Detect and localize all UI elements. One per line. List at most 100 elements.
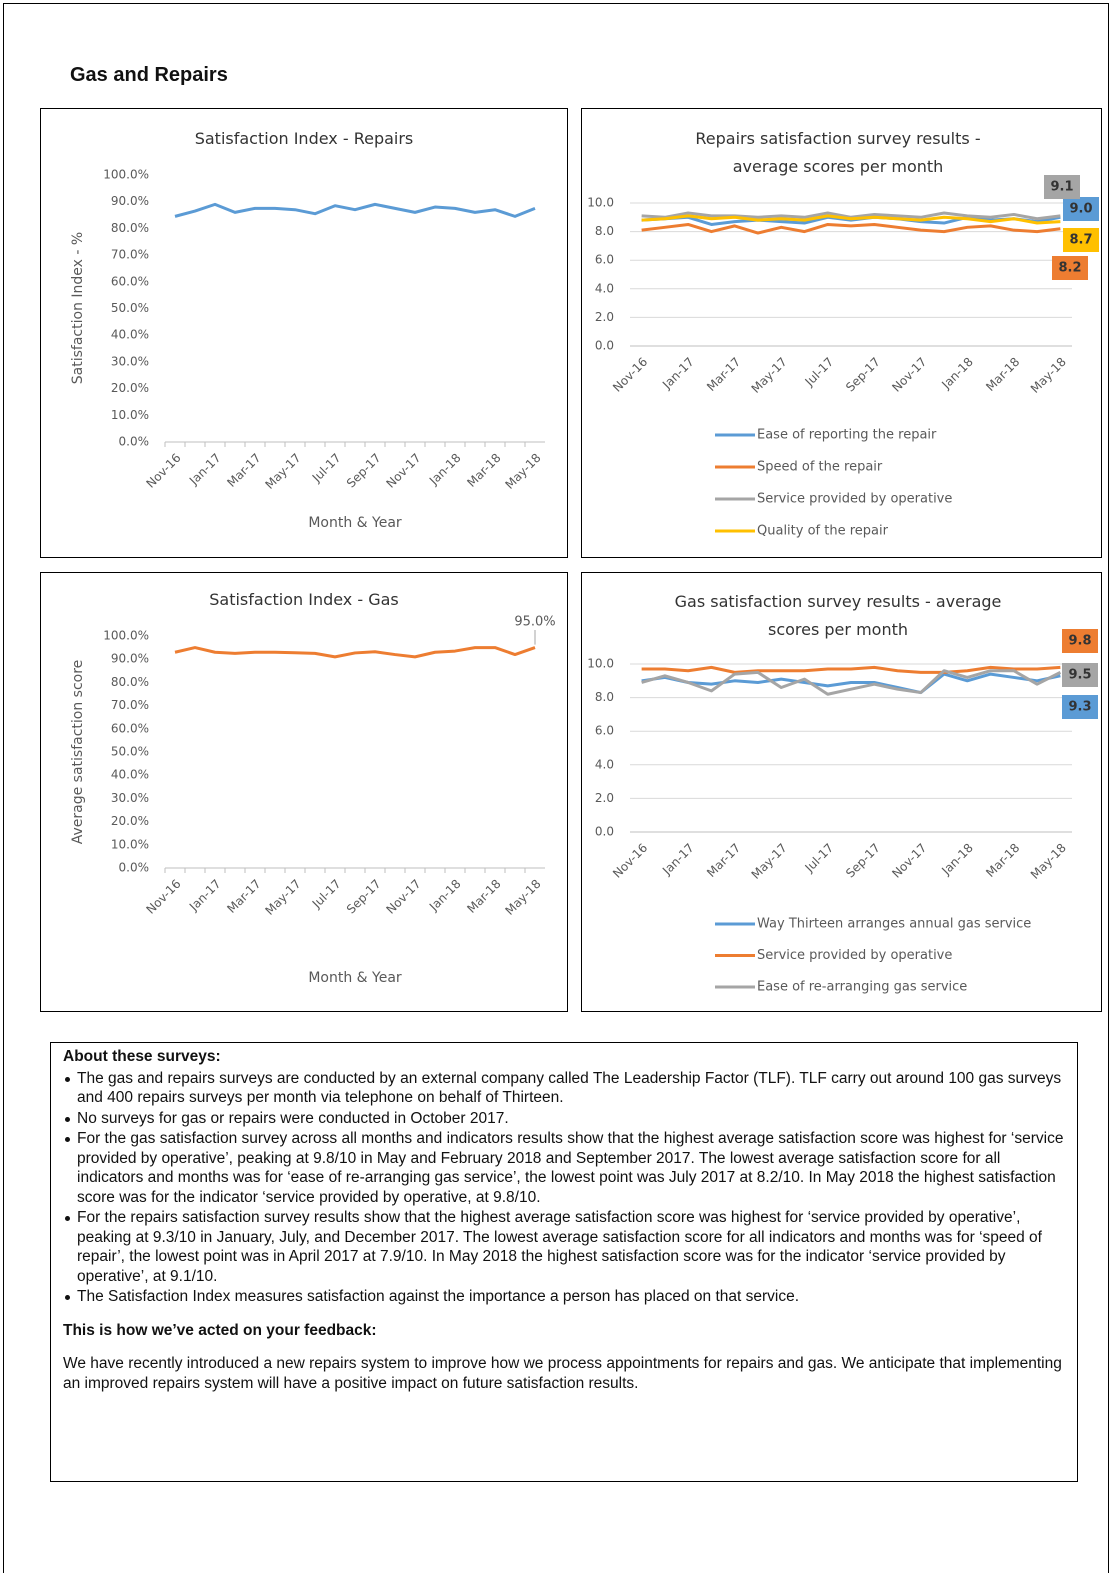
notes-box: About these surveys: The gas and repairs… bbox=[50, 1042, 1078, 1482]
x-axis-title: Month & Year bbox=[308, 970, 402, 986]
x-tick-label: Nov-17 bbox=[889, 841, 929, 881]
y-tick-label: 8.0 bbox=[595, 224, 614, 238]
y-tick-label: 10.0 bbox=[587, 196, 614, 210]
y-tick-label: 70.0% bbox=[111, 698, 149, 712]
note-text: For the gas satisfaction survey across a… bbox=[77, 1130, 1064, 1206]
note-text: The Satisfaction Index measures satisfac… bbox=[77, 1288, 800, 1305]
series-line bbox=[641, 214, 1061, 225]
x-tick-label: Mar-18 bbox=[464, 451, 503, 490]
chart-title: Gas satisfaction survey results - averag… bbox=[674, 592, 1002, 639]
series-line bbox=[641, 665, 1061, 674]
chart-title: Satisfaction Index - Repairs bbox=[194, 129, 414, 148]
y-axis-title: Satisfaction Index - % bbox=[70, 232, 86, 384]
note-item: The gas and repairs surveys are conducte… bbox=[63, 1069, 1065, 1108]
chart-frame bbox=[40, 572, 568, 1012]
x-tick-label: Jan-17 bbox=[186, 451, 224, 489]
y-tick-label: 80.0% bbox=[111, 675, 149, 689]
data-label-box bbox=[1044, 175, 1080, 199]
series-line bbox=[641, 222, 1061, 235]
data-label: 95.0% bbox=[514, 615, 555, 630]
x-tick-label: Jul-17 bbox=[309, 877, 344, 912]
x-tick-label: May-17 bbox=[262, 877, 303, 918]
x-tick-label: Jan-18 bbox=[426, 877, 464, 915]
y-tick-label: 6.0 bbox=[595, 724, 614, 738]
y-tick-label: 0.0 bbox=[595, 825, 614, 839]
x-tick-label: Nov-17 bbox=[889, 355, 929, 395]
chart-frame bbox=[581, 108, 1102, 558]
bullet bbox=[65, 1295, 70, 1300]
legend-label: Ease of reporting the repair bbox=[757, 428, 937, 443]
y-tick-label: 40.0% bbox=[111, 768, 149, 782]
x-tick-label: May-18 bbox=[1028, 355, 1069, 396]
chart-title: Satisfaction Index - Gas bbox=[209, 590, 399, 609]
x-tick-label: May-17 bbox=[749, 355, 790, 396]
data-label-box bbox=[1062, 663, 1098, 687]
data-label: 8.2 bbox=[1058, 261, 1081, 276]
series-line bbox=[174, 646, 536, 659]
y-tick-label: 10.0% bbox=[111, 837, 149, 851]
data-label: 9.0 bbox=[1069, 202, 1092, 217]
x-tick-label: May-18 bbox=[502, 451, 543, 492]
x-tick-label: Mar-18 bbox=[983, 841, 1022, 880]
action-text: We have recently introduced a new repair… bbox=[63, 1355, 1062, 1392]
y-tick-label: 70.0% bbox=[111, 248, 149, 262]
note-item: The Satisfaction Index measures satisfac… bbox=[63, 1287, 1065, 1307]
note-item: No surveys for gas or repairs were condu… bbox=[63, 1109, 1065, 1129]
x-tick-label: May-18 bbox=[1028, 841, 1069, 882]
chart-frame bbox=[581, 572, 1102, 1012]
x-tick-label: Jan-17 bbox=[659, 355, 697, 393]
page-title: Gas and Repairs bbox=[70, 64, 228, 86]
legend-label: Service provided by operative bbox=[757, 492, 952, 507]
notes-heading: About these surveys: bbox=[63, 1048, 221, 1065]
y-tick-label: 0.0% bbox=[119, 435, 150, 449]
bullet bbox=[65, 1116, 70, 1122]
x-tick-label: Jul-17 bbox=[309, 451, 344, 486]
x-tick-label: Mar-17 bbox=[704, 841, 743, 880]
x-tick-label: Jul-17 bbox=[802, 841, 837, 876]
y-tick-label: 2.0 bbox=[595, 791, 614, 805]
note-item: For the repairs satisfaction survey resu… bbox=[63, 1208, 1065, 1286]
y-tick-label: 30.0% bbox=[111, 791, 149, 805]
data-label: 9.5 bbox=[1068, 668, 1091, 683]
x-tick-label: Jan-18 bbox=[938, 841, 976, 879]
x-tick-label: Nov-16 bbox=[610, 841, 650, 881]
data-label-box bbox=[1063, 197, 1099, 221]
data-label-box bbox=[1052, 256, 1088, 280]
x-tick-label: Sep-17 bbox=[843, 355, 883, 395]
y-tick-label: 4.0 bbox=[595, 281, 614, 295]
charts: 0.0% 10.0% 20.0% 30.0% 40.0% 50.0% 60.0% 70.0% 8… bbox=[70, 168, 1099, 995]
x-tick-label: Nov-17 bbox=[384, 877, 424, 917]
chart-frame bbox=[40, 108, 568, 558]
y-tick-label: 60.0% bbox=[111, 274, 149, 288]
notes-list: The gas and repairs surveys are conducte… bbox=[63, 1069, 1065, 1307]
y-tick-label: 2.0 bbox=[595, 310, 614, 324]
bullet bbox=[65, 1216, 70, 1221]
x-tick-label: Nov-17 bbox=[384, 451, 424, 491]
x-tick-label: Jan-17 bbox=[659, 841, 697, 879]
y-tick-label: 50.0% bbox=[111, 301, 149, 315]
note-text: For the repairs satisfaction survey resu… bbox=[77, 1209, 1042, 1285]
series-line bbox=[641, 669, 1062, 696]
y-tick-label: 90.0% bbox=[111, 194, 149, 208]
chart-title: Repairs satisfaction survey results - av… bbox=[695, 129, 981, 176]
x-tick-label: Sep-17 bbox=[344, 877, 384, 917]
data-label: 8.7 bbox=[1069, 233, 1092, 248]
data-label: 9.8 bbox=[1068, 634, 1091, 649]
y-tick-label: 20.0% bbox=[111, 381, 149, 395]
data-label-box bbox=[1063, 228, 1099, 252]
x-tick-label: Nov-16 bbox=[144, 877, 184, 917]
x-tick-label: Jan-18 bbox=[938, 355, 976, 393]
y-axis-title: Average satisfaction score bbox=[70, 660, 86, 845]
page-border bbox=[3, 3, 1109, 1573]
y-tick-label: 50.0% bbox=[111, 745, 149, 759]
x-tick-label: Sep-17 bbox=[843, 841, 883, 881]
y-tick-label: 90.0% bbox=[111, 652, 149, 666]
x-tick-label: Nov-16 bbox=[610, 355, 650, 395]
legend-label: Service provided by operative bbox=[757, 948, 952, 963]
note-text: The gas and repairs surveys are conducte… bbox=[77, 1069, 1062, 1107]
y-tick-label: 100.0% bbox=[103, 168, 149, 182]
legend-label: Ease of re-arranging gas service bbox=[757, 980, 967, 995]
legend-label: Speed of the repair bbox=[757, 460, 883, 475]
bullet bbox=[65, 1137, 70, 1142]
data-label-box bbox=[1062, 629, 1098, 653]
